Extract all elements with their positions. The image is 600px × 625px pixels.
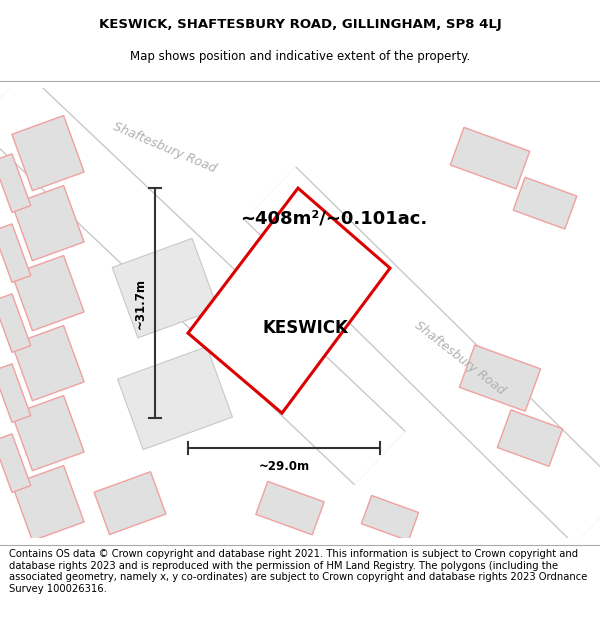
Text: Shaftesbury Road: Shaftesbury Road bbox=[412, 319, 508, 398]
Polygon shape bbox=[12, 466, 84, 541]
Text: Map shows position and indicative extent of the property.: Map shows position and indicative extent… bbox=[130, 51, 470, 63]
Polygon shape bbox=[361, 496, 419, 541]
Polygon shape bbox=[0, 434, 31, 492]
Text: Contains OS data © Crown copyright and database right 2021. This information is : Contains OS data © Crown copyright and d… bbox=[9, 549, 587, 594]
Polygon shape bbox=[450, 127, 530, 189]
Text: ~408m²/~0.101ac.: ~408m²/~0.101ac. bbox=[240, 209, 427, 227]
Polygon shape bbox=[12, 396, 84, 471]
Polygon shape bbox=[12, 116, 84, 191]
Polygon shape bbox=[513, 177, 577, 229]
Polygon shape bbox=[0, 154, 31, 212]
Text: ~29.0m: ~29.0m bbox=[259, 460, 310, 473]
Polygon shape bbox=[0, 364, 31, 423]
Polygon shape bbox=[12, 186, 84, 261]
Polygon shape bbox=[94, 472, 166, 534]
Polygon shape bbox=[497, 410, 563, 466]
Polygon shape bbox=[12, 256, 84, 331]
Polygon shape bbox=[188, 188, 390, 413]
Text: KESWICK, SHAFTESBURY ROAD, GILLINGHAM, SP8 4LJ: KESWICK, SHAFTESBURY ROAD, GILLINGHAM, S… bbox=[98, 18, 502, 31]
Polygon shape bbox=[12, 326, 84, 401]
Text: ~31.7m: ~31.7m bbox=[134, 278, 147, 329]
Polygon shape bbox=[0, 294, 31, 352]
Text: KESWICK: KESWICK bbox=[262, 319, 348, 337]
Polygon shape bbox=[0, 224, 31, 282]
Polygon shape bbox=[118, 347, 232, 449]
Polygon shape bbox=[256, 481, 324, 535]
Text: Shaftesbury Road: Shaftesbury Road bbox=[112, 121, 218, 176]
Polygon shape bbox=[112, 238, 218, 338]
Polygon shape bbox=[460, 345, 541, 411]
